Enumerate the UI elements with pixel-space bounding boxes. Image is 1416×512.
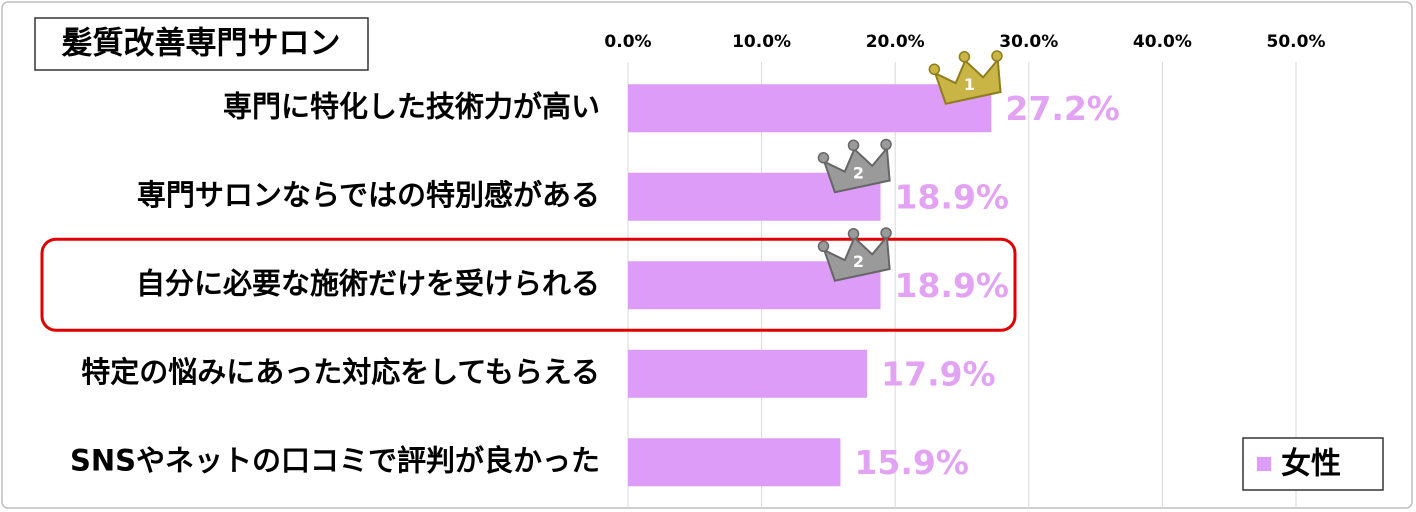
value-label: 15.9% xyxy=(854,443,969,482)
y-tick-label: 専門に特化した技術力が高い xyxy=(223,89,600,123)
crown-jewel xyxy=(847,139,860,152)
crown-jewel xyxy=(928,63,941,76)
bar xyxy=(628,84,992,133)
x-tick-label: 50.0% xyxy=(1267,32,1326,52)
rank-crown: 2 xyxy=(817,138,892,194)
crown-shape xyxy=(822,234,891,282)
crown-jewel xyxy=(817,240,830,253)
crown-jewel xyxy=(991,50,1003,62)
value-label: 18.9% xyxy=(895,177,1010,216)
x-tick-label: 40.0% xyxy=(1133,32,1192,52)
legend-label: 女性 xyxy=(1281,447,1341,482)
x-tick-label: 0.0% xyxy=(604,32,651,52)
chart-title: 髪質改善専門サロン xyxy=(62,26,341,62)
value-label: 18.9% xyxy=(895,266,1010,305)
crown-shape xyxy=(933,57,1002,105)
rank-crown: 1 xyxy=(928,50,1003,105)
value-label: 27.2% xyxy=(1005,89,1120,128)
x-tick-label: 10.0% xyxy=(732,32,791,52)
y-tick-label: SNSやネットの口コミで評判が良かった xyxy=(70,443,600,477)
crown-jewel xyxy=(880,227,892,239)
value-label: 17.9% xyxy=(881,354,996,393)
crown-jewel xyxy=(880,138,892,151)
title-box xyxy=(34,17,369,71)
x-tick-label: 30.0% xyxy=(999,32,1058,52)
y-tick-label: 特定の悩みにあった対応をしてもらえる xyxy=(81,355,600,389)
crown-shape xyxy=(822,145,891,194)
bar xyxy=(628,349,868,398)
crown-rank: 2 xyxy=(853,252,864,271)
crown-rank: 2 xyxy=(853,163,864,182)
rank-crown: 2 xyxy=(817,227,892,282)
y-tick-label: 自分に必要な施術だけを受けられる xyxy=(136,266,600,300)
legend-swatch xyxy=(1257,457,1271,471)
crown-jewel xyxy=(817,152,830,164)
crown-jewel xyxy=(847,228,860,240)
y-tick-label: 専門サロンならではの特別感がある xyxy=(137,178,600,212)
x-tick-label: 20.0% xyxy=(866,32,925,52)
bar xyxy=(628,438,841,487)
highlight-box xyxy=(40,237,1017,332)
crown-rank: 1 xyxy=(964,75,975,94)
crown-jewel xyxy=(958,51,971,63)
